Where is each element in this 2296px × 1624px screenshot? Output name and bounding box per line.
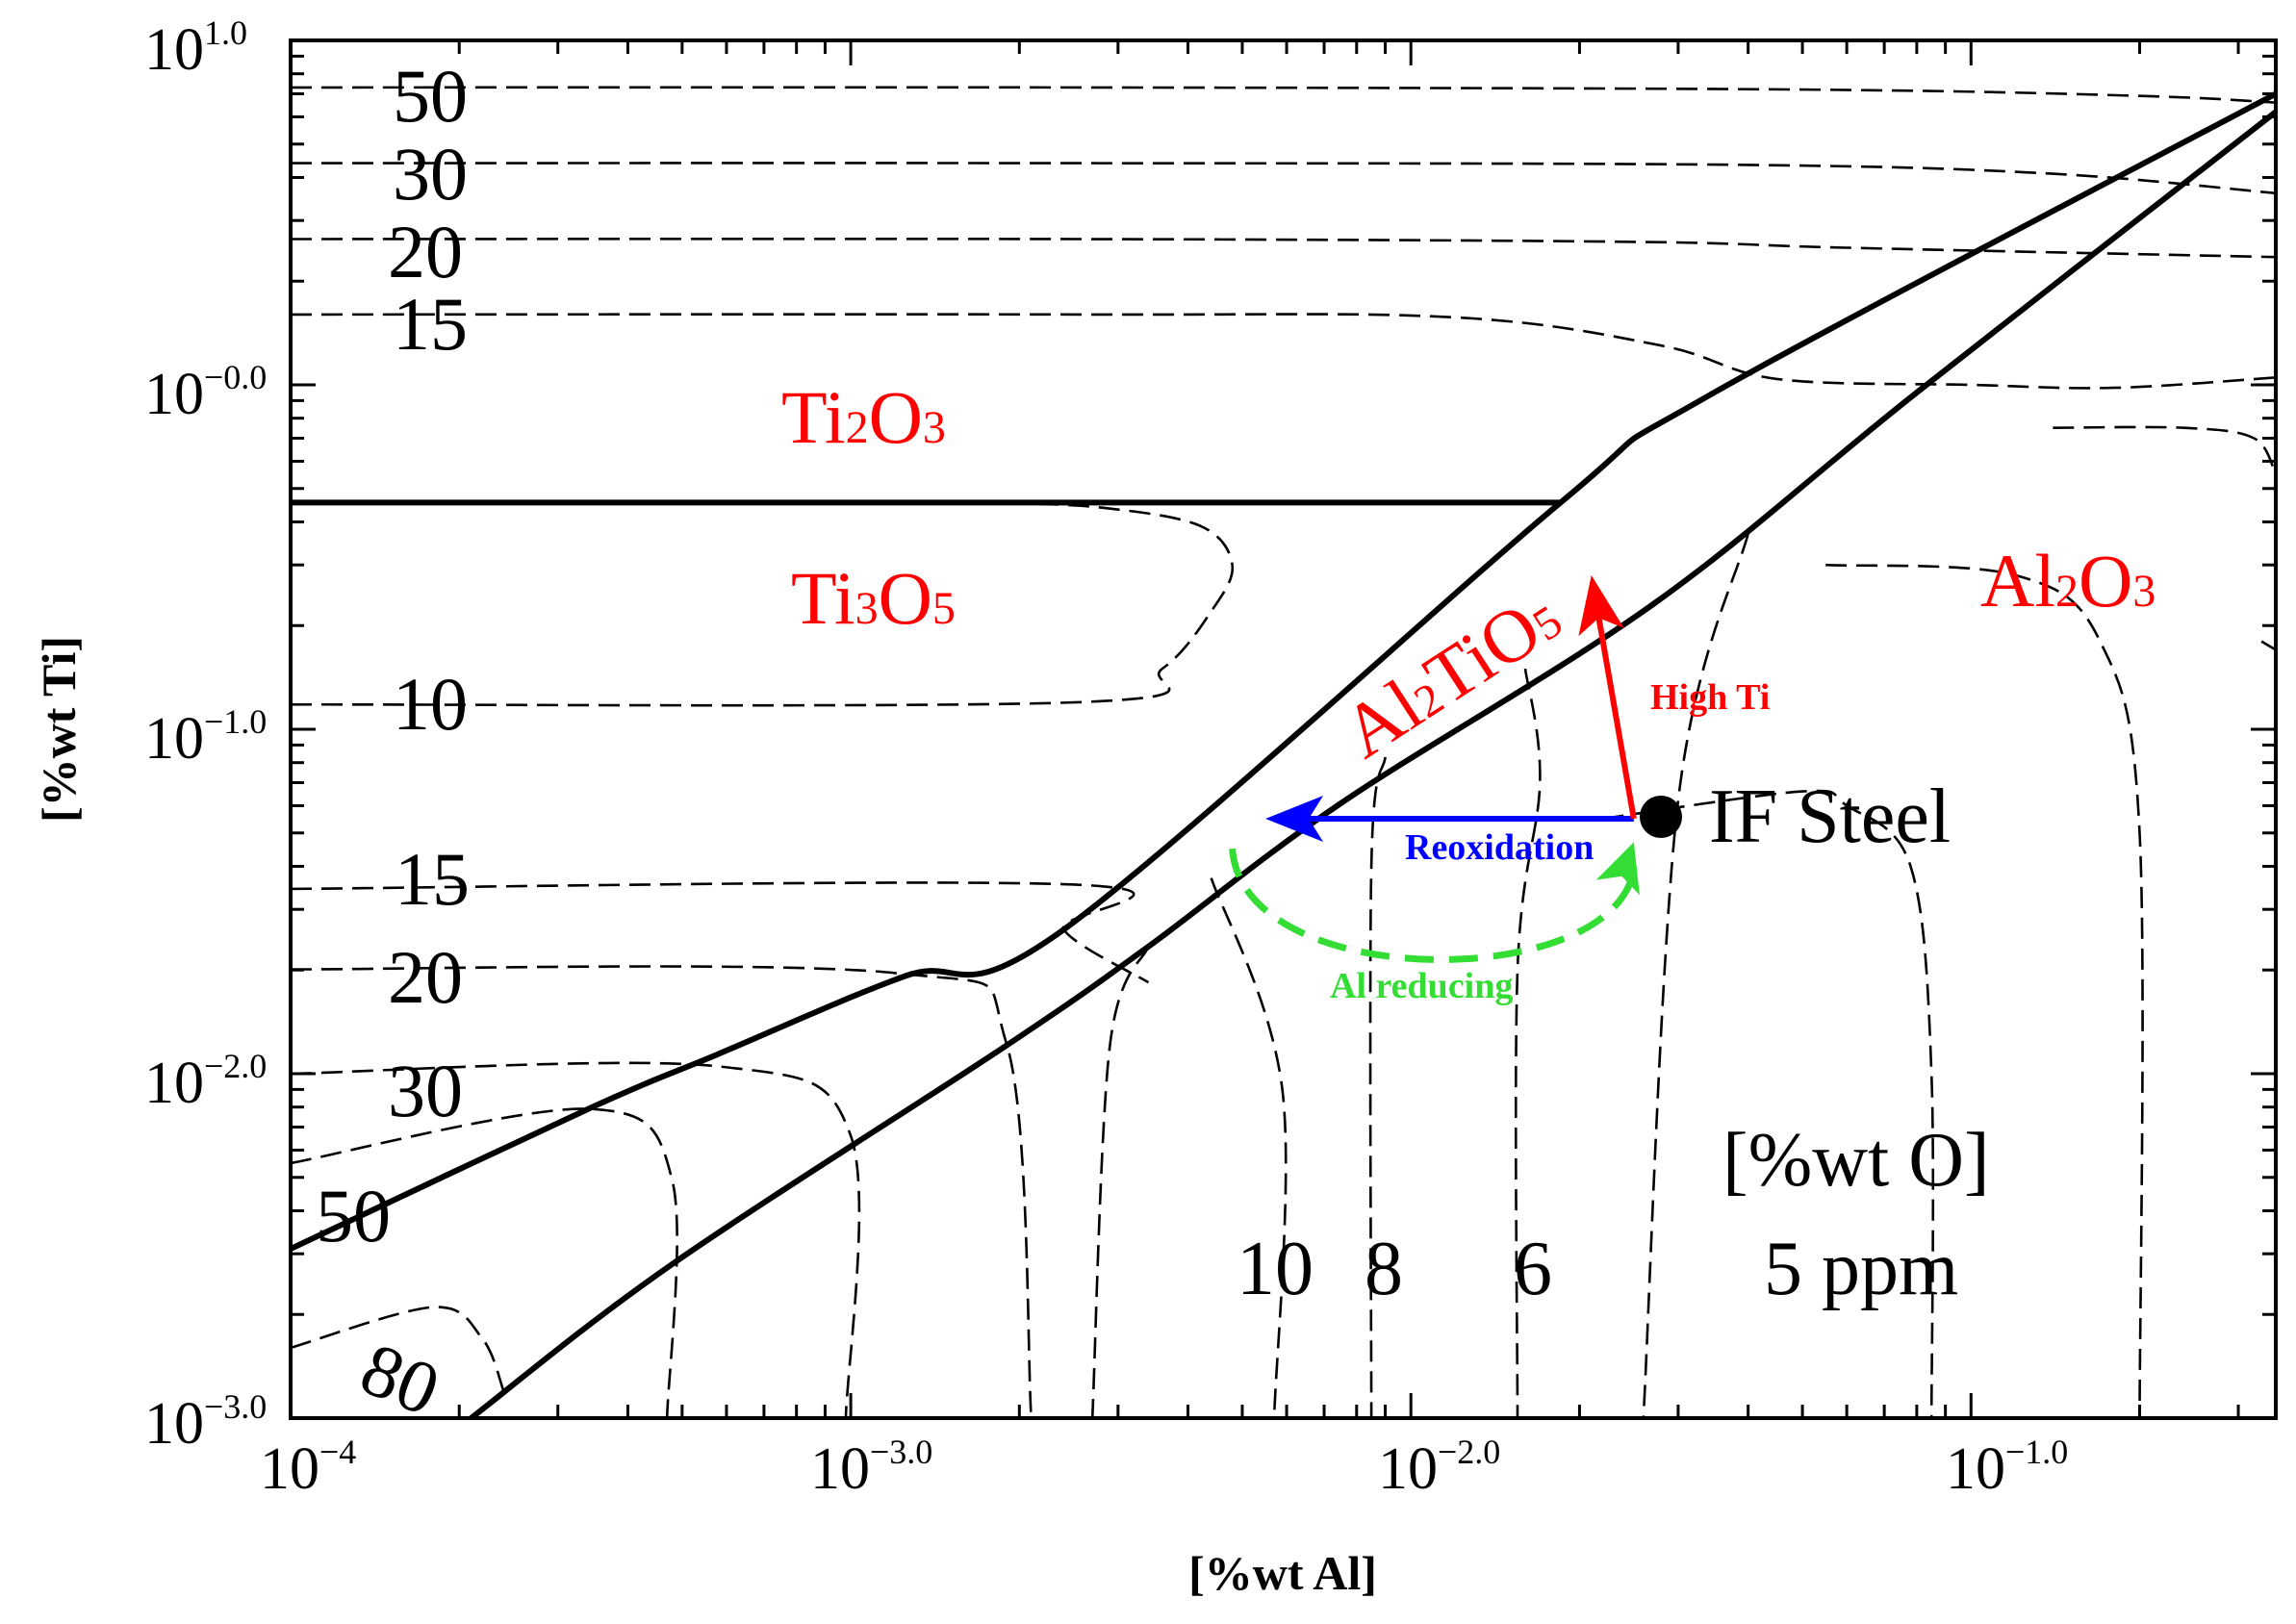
- x-axis-title: [%wt Al]: [1188, 1546, 1377, 1600]
- x-tick-label: 10−3.0: [810, 1433, 932, 1502]
- oxygen-isoline: [1514, 668, 1542, 1418]
- high-ti-arrowhead: [1578, 574, 1624, 637]
- phase-boundary-line: [291, 90, 2276, 1252]
- oxygen-isoline: [291, 881, 1150, 984]
- oxygen-isoline: [1642, 533, 1749, 1418]
- phase-boundaries: [291, 90, 2276, 1418]
- y-tick-label: 10−1.0: [144, 702, 267, 772]
- oxygen-isoline: [1210, 877, 1288, 1418]
- oxygen-isoline: [291, 162, 2276, 195]
- if-steel-label: IF Steel: [1709, 774, 1951, 859]
- process-arrows: [1229, 574, 1640, 963]
- oxygen-isoline: [1825, 563, 2144, 1418]
- oxygen-isoline: [2260, 640, 2276, 651]
- if-steel-point: [1640, 796, 1682, 838]
- contour-label-50: 50: [393, 54, 468, 138]
- contour-label-10: 10: [393, 662, 468, 746]
- contour-label-15-low: 15: [395, 837, 470, 921]
- oxygen-isoline: [291, 313, 2276, 390]
- phase-label-ti2o3: Ti2O3: [781, 375, 946, 459]
- high-ti-arrow: [1594, 612, 1637, 820]
- o-content-title: [%wt O]: [1722, 1118, 1990, 1203]
- oxygen-isoline: [291, 86, 2276, 104]
- oxygen-isolines: [291, 86, 2276, 1418]
- y-tick-label: 101.0: [144, 13, 247, 83]
- y-tick-label: 10−0.0: [144, 358, 267, 427]
- oxygen-isoline: [1368, 756, 1387, 1418]
- high-ti-label: High Ti: [1650, 677, 1770, 718]
- oxygen-isoline: [291, 501, 1235, 707]
- y-axis-title: [%wt Ti]: [32, 636, 86, 823]
- phase-label-al2o3: Al2O3: [1980, 539, 2156, 622]
- x-tick-label: 10−1.0: [1946, 1433, 2068, 1502]
- contour-label-80: 80: [350, 1326, 451, 1432]
- oxygen-isoline: [291, 965, 1033, 1418]
- oxygen-isoline: [291, 1107, 678, 1418]
- phase-label-ti3o5: Ti3O5: [791, 556, 956, 640]
- contour-label-30: 30: [393, 132, 468, 216]
- oxygen-isoline: [291, 1061, 861, 1418]
- al-reducing-label: Al reducing: [1330, 966, 1513, 1006]
- oxygen-isoline: [1602, 789, 1935, 1418]
- axis-ticks: [289, 38, 2276, 1420]
- x-tick-label: 10−4: [260, 1433, 356, 1502]
- contour-label-50-low: 50: [316, 1174, 391, 1257]
- o-content-5ppm: 5 ppm: [1764, 1227, 1958, 1311]
- phase-boundary-line: [469, 109, 2276, 1418]
- y-tick-label: 10−3.0: [144, 1387, 267, 1457]
- contour-label-15: 15: [393, 282, 468, 366]
- reoxidation-arrowhead: [1265, 795, 1324, 842]
- al-reducing-arrowhead: [1595, 842, 1640, 896]
- y-tick-label: 10−2.0: [144, 1047, 267, 1116]
- o-label-8: 8: [1365, 1227, 1403, 1311]
- reoxidation-label: Reoxidation: [1405, 827, 1594, 868]
- contour-label-30-low: 30: [388, 1049, 463, 1132]
- oxygen-isoline: [2053, 425, 2276, 475]
- oxygen-isoline: [291, 237, 2276, 259]
- x-tick-label: 10−2.0: [1378, 1433, 1500, 1502]
- plot-frame: [289, 38, 2278, 1420]
- al-reducing-arrow: [1229, 848, 1638, 963]
- contour-label-20-low: 20: [388, 935, 463, 1019]
- contour-label-20: 20: [388, 210, 463, 293]
- o-label-6: 6: [1514, 1227, 1552, 1311]
- oxygen-isoline: [291, 1306, 505, 1392]
- oxygen-isoline: [1090, 946, 1150, 1418]
- o-label-10: 10: [1237, 1227, 1314, 1311]
